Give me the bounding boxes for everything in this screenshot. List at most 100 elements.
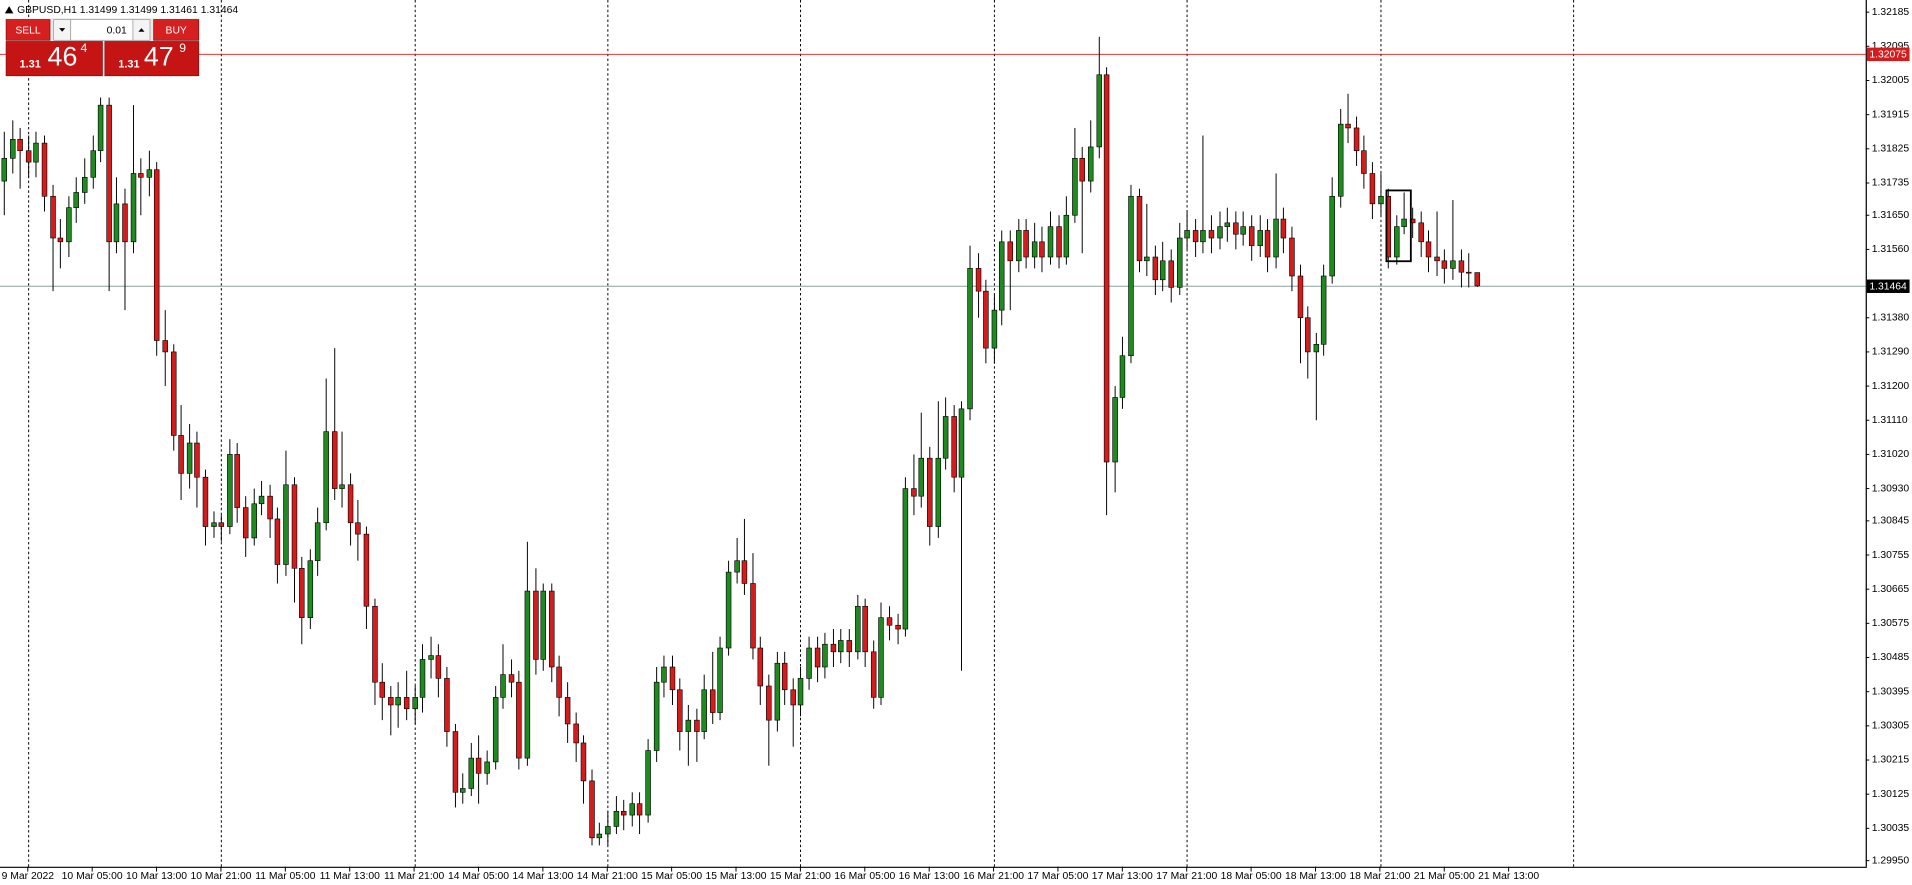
candle-body	[1072, 157, 1078, 216]
candle-body	[983, 290, 989, 349]
candle-body	[750, 583, 756, 649]
candle-body	[242, 507, 249, 539]
candle-body	[942, 416, 949, 459]
candle-body	[1087, 146, 1094, 182]
candle-body	[1394, 226, 1400, 258]
candle-body	[589, 780, 595, 839]
sell-price-point: 4	[80, 41, 87, 55]
y-tick-label: 1.30215	[1872, 755, 1910, 766]
sell-button[interactable]	[5, 19, 51, 41]
candle-body	[677, 689, 683, 732]
candle-body	[1458, 260, 1465, 273]
y-tick-label: 1.32005	[1872, 75, 1910, 86]
candle-body	[1031, 241, 1038, 258]
candle-body	[1240, 226, 1246, 235]
candle-body	[428, 655, 434, 660]
candle-body	[1233, 222, 1239, 235]
candle-body	[1378, 195, 1384, 205]
candle-body	[323, 431, 329, 524]
x-tick-label: 14 Mar 21:00	[577, 871, 638, 882]
buy-price-pips: 47	[144, 42, 174, 72]
candle-body	[146, 169, 153, 178]
candle-body	[412, 697, 418, 710]
candle-body	[516, 681, 522, 759]
candle-body	[757, 647, 764, 687]
candle-body	[766, 685, 772, 721]
sell-price-box[interactable]	[5, 41, 103, 77]
candle-body	[620, 810, 627, 816]
candle-body	[468, 757, 475, 789]
candle-body	[701, 689, 707, 732]
candle-body	[500, 674, 506, 698]
lot-value: 0.01	[107, 25, 127, 36]
candle-body	[741, 560, 748, 584]
candle-body	[1289, 237, 1295, 277]
candle-body	[274, 518, 281, 565]
candle-body	[797, 678, 804, 706]
candle-body	[1159, 260, 1166, 281]
candle-body	[106, 104, 112, 243]
candle-body	[1418, 222, 1424, 243]
candle-body	[130, 173, 137, 243]
y-tick-label: 1.31380	[1872, 312, 1910, 323]
candle-body	[1329, 195, 1335, 277]
y-tick-label: 1.32185	[1872, 7, 1910, 18]
candle-body	[492, 697, 499, 763]
candle-body	[580, 742, 587, 782]
y-tick-label: 1.31560	[1872, 244, 1910, 255]
candle-body	[1305, 317, 1311, 353]
candle-body	[211, 522, 217, 527]
candle-body	[1056, 226, 1062, 258]
candle-body	[1474, 272, 1481, 287]
buy-price-box[interactable]	[104, 41, 200, 77]
candle-body	[1466, 271, 1472, 274]
x-tick-label: 10 Mar 05:00	[62, 871, 123, 882]
candle-body	[556, 666, 562, 698]
candle-body	[267, 495, 273, 520]
candle-body	[549, 590, 555, 668]
candle-body	[653, 681, 660, 751]
candle-body	[291, 484, 298, 569]
x-tick-label: 17 Mar 21:00	[1156, 871, 1217, 882]
y-tick-label: 1.31825	[1872, 144, 1910, 155]
candle-body	[1023, 230, 1029, 258]
candle-body	[846, 640, 853, 653]
candle-body	[1313, 344, 1320, 353]
candle-body	[613, 810, 620, 827]
x-tick-label: 18 Mar 05:00	[1221, 871, 1282, 882]
candle-body	[339, 484, 345, 489]
candle-body	[171, 351, 177, 436]
x-tick-label: 16 Mar 05:00	[834, 871, 895, 882]
candle-body	[927, 457, 933, 527]
x-tick-label: 21 Mar 05:00	[1414, 871, 1475, 882]
buy-price-point: 9	[179, 41, 186, 55]
candle-body	[1337, 123, 1344, 197]
x-tick-label: 11 Mar 05:00	[255, 871, 315, 882]
y-tick-label: 1.30305	[1872, 721, 1910, 732]
candle-body	[1441, 260, 1448, 269]
buy-button[interactable]	[153, 19, 200, 41]
candle-body	[1128, 195, 1134, 357]
x-tick-label: 17 Mar 13:00	[1092, 871, 1153, 882]
candle-body	[283, 484, 289, 565]
candle-body	[709, 689, 716, 713]
candle-body	[1096, 74, 1103, 148]
candle-body	[855, 605, 861, 653]
candle-body	[452, 731, 459, 793]
x-tick-label: 10 Mar 21:00	[190, 871, 251, 882]
candle-body	[50, 195, 56, 239]
candle-body	[669, 666, 676, 691]
candle-body	[1450, 260, 1456, 269]
y-tick-label: 1.31200	[1872, 381, 1910, 392]
candle-body	[886, 617, 893, 626]
candle-body	[1079, 157, 1085, 182]
candle-body	[1345, 123, 1351, 129]
level-label-box	[1866, 279, 1910, 293]
candle-body	[10, 139, 16, 159]
candle-body	[73, 192, 79, 208]
candle-body	[138, 173, 144, 178]
candle-body	[734, 560, 740, 573]
y-tick-label: 1.30930	[1872, 483, 1910, 494]
